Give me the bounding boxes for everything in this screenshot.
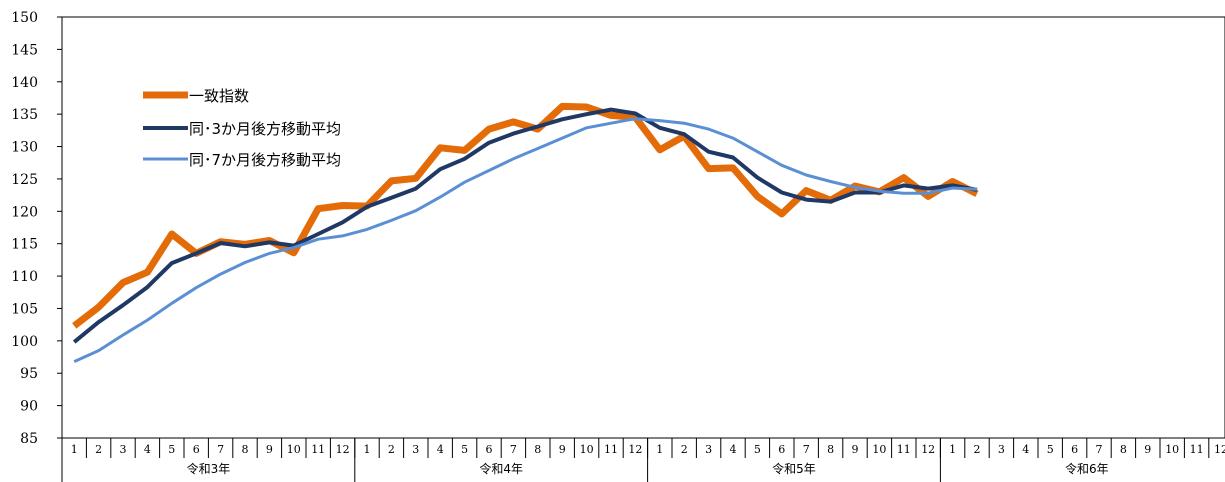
month-tick-label: 6 bbox=[778, 443, 785, 456]
month-tick-label: 3 bbox=[120, 443, 127, 456]
month-tick-label: 4 bbox=[437, 443, 444, 456]
month-tick-label: 5 bbox=[461, 443, 468, 456]
month-tick-label: 10 bbox=[1165, 443, 1179, 456]
month-tick-label: 9 bbox=[852, 443, 859, 456]
year-label: 令和4年 bbox=[479, 461, 523, 476]
month-tick-label: 1 bbox=[364, 443, 371, 456]
month-tick-label: 8 bbox=[534, 443, 541, 456]
month-tick-label: 4 bbox=[730, 443, 737, 456]
month-tick-label: 2 bbox=[974, 443, 981, 456]
month-tick-label: 5 bbox=[1047, 443, 1054, 456]
month-tick-label: 7 bbox=[803, 443, 810, 456]
month-tick-label: 3 bbox=[412, 443, 419, 456]
month-tick-label: 4 bbox=[1022, 443, 1029, 456]
month-tick-label: 9 bbox=[266, 443, 273, 456]
y-tick-label: 90 bbox=[20, 399, 38, 415]
series-line-3 bbox=[73, 117, 978, 363]
series-line-2 bbox=[72, 107, 978, 344]
month-tick-label: 11 bbox=[604, 443, 618, 456]
legend-label-3: 同･7か月後方移動平均 bbox=[189, 151, 341, 169]
plot-frame bbox=[61, 16, 1225, 439]
y-tick-label: 125 bbox=[11, 172, 38, 188]
legend-label-2: 同･3か月後方移動平均 bbox=[189, 120, 341, 138]
month-tick-label: 12 bbox=[921, 443, 935, 456]
month-tick-label: 11 bbox=[1190, 443, 1204, 456]
year-label: 令和3年 bbox=[187, 461, 231, 476]
month-tick-label: 2 bbox=[95, 443, 102, 456]
month-tick-label: 1 bbox=[949, 443, 956, 456]
series-line-1 bbox=[72, 102, 979, 329]
y-tick-label: 110 bbox=[11, 269, 38, 285]
axes bbox=[61, 16, 1225, 439]
month-tick-label: 12 bbox=[628, 443, 642, 456]
month-tick-label: 1 bbox=[71, 443, 78, 456]
month-tick-label: 10 bbox=[580, 443, 594, 456]
y-tick-label: 115 bbox=[11, 237, 38, 253]
y-axis-ticks: 85 90 95 100 105 110 115 120 125 130 135 140 145 150 bbox=[11, 10, 62, 447]
year-label: 令和5年 bbox=[772, 461, 816, 476]
month-tick-label: 7 bbox=[510, 443, 517, 456]
y-tick-label: 140 bbox=[11, 75, 38, 91]
month-tick-label: 4 bbox=[144, 443, 151, 456]
month-tick-label: 6 bbox=[1071, 443, 1078, 456]
month-tick-label: 10 bbox=[287, 443, 301, 456]
month-tick-label: 1 bbox=[656, 443, 663, 456]
y-tick-label: 95 bbox=[20, 366, 38, 382]
month-tick-label: 9 bbox=[1144, 443, 1151, 456]
y-tick-label: 105 bbox=[11, 301, 38, 317]
y-tick-label: 85 bbox=[20, 431, 38, 447]
month-tick-label: 12 bbox=[1214, 443, 1225, 456]
month-tick-label: 11 bbox=[897, 443, 911, 456]
month-tick-label: 3 bbox=[705, 443, 712, 456]
month-tick-label: 8 bbox=[1120, 443, 1127, 456]
y-tick-label: 145 bbox=[11, 42, 38, 58]
y-tick-label: 100 bbox=[11, 334, 38, 350]
month-tick-label: 11 bbox=[311, 443, 325, 456]
month-tick-label: 7 bbox=[217, 443, 224, 456]
month-tick-label: 12 bbox=[336, 443, 350, 456]
year-label: 令和6年 bbox=[1065, 461, 1109, 476]
month-tick-label: 5 bbox=[754, 443, 761, 456]
y-tick-label: 130 bbox=[11, 140, 38, 156]
y-tick-label: 120 bbox=[11, 204, 38, 220]
y-tick-label: 135 bbox=[11, 107, 38, 123]
month-tick-label: 2 bbox=[681, 443, 688, 456]
month-tick-label: 6 bbox=[193, 443, 200, 456]
month-tick-label: 9 bbox=[559, 443, 566, 456]
month-tick-label: 10 bbox=[872, 443, 886, 456]
series-lines bbox=[72, 102, 979, 363]
month-tick-label: 2 bbox=[388, 443, 395, 456]
x-axis-ticks: 1 2 3 4 5 6 7 8 9 10 11 12 1 2 3 4 5 6 7 8 9 10 11 12 1 2 3 4 5 6 7 8 9 1… bbox=[61, 438, 1225, 482]
month-tick-label: 3 bbox=[998, 443, 1005, 456]
y-tick-label: 150 bbox=[11, 10, 38, 26]
legend-label-1: 一致指数 bbox=[189, 87, 249, 105]
month-tick-label: 8 bbox=[827, 443, 834, 456]
month-tick-label: 7 bbox=[1096, 443, 1103, 456]
month-tick-label: 5 bbox=[168, 443, 175, 456]
month-tick-label: 6 bbox=[486, 443, 493, 456]
month-tick-label: 8 bbox=[242, 443, 249, 456]
